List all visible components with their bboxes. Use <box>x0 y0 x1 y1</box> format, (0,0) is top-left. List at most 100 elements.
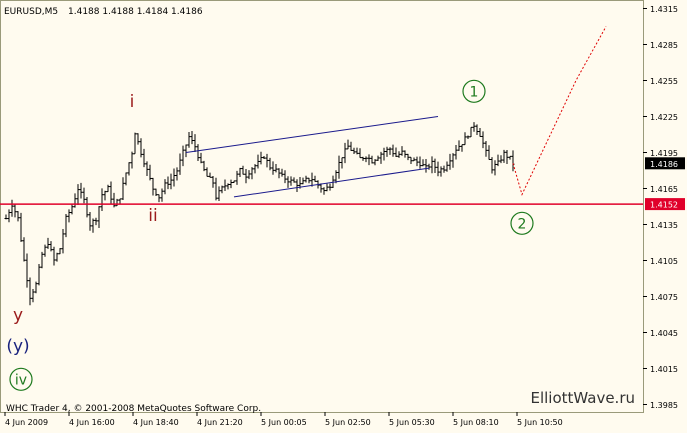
price-bar <box>49 241 53 252</box>
price-bar <box>229 179 233 189</box>
price-bar <box>91 218 95 233</box>
price-bar <box>268 157 272 171</box>
price-bar <box>97 206 101 228</box>
price-bar <box>271 161 275 175</box>
price-bar <box>379 151 383 164</box>
price-bar <box>397 151 401 158</box>
price-bar <box>85 196 89 218</box>
price-bar <box>70 203 74 215</box>
price-bar <box>340 157 344 169</box>
price-bar <box>394 147 398 158</box>
price-bar <box>160 188 164 202</box>
price-tick-label: 1.4015 <box>650 365 678 374</box>
price-bar <box>199 152 203 164</box>
price-bar <box>499 155 503 164</box>
price-bar <box>208 172 212 178</box>
price-bar <box>442 165 446 173</box>
price-bar <box>505 150 509 164</box>
price-bar <box>292 177 296 183</box>
time-tick-label: 4 Jun 2009 <box>5 418 48 427</box>
price-bar <box>169 173 173 190</box>
price-bar <box>466 135 470 140</box>
price-bar <box>139 138 143 158</box>
price-bar <box>142 148 146 168</box>
price-bar <box>205 167 209 177</box>
price-bar <box>295 179 299 193</box>
price-tick-label: 1.4045 <box>650 329 678 338</box>
price-bar <box>334 170 338 184</box>
price-bar <box>496 154 500 167</box>
price-bar <box>124 172 128 186</box>
wave-label-circled: 1 <box>462 79 486 103</box>
price-bar <box>349 141 353 151</box>
symbol-title: EURUSD,M5 <box>4 7 58 17</box>
price-bar <box>484 141 488 157</box>
price-bar <box>232 180 236 183</box>
price-bar <box>439 166 443 177</box>
price-bar <box>307 177 311 184</box>
price-bar <box>184 144 188 158</box>
price-bar <box>469 126 473 138</box>
time-tick-label: 4 Jun 21:20 <box>197 418 243 427</box>
price-bar <box>79 182 83 199</box>
price-bar <box>52 246 56 266</box>
price-bar <box>10 199 14 217</box>
price-bar <box>322 187 326 195</box>
price-bar <box>187 131 191 148</box>
price-tick-label: 1.4195 <box>650 149 678 158</box>
price-bar <box>412 157 416 162</box>
price-bar <box>175 167 179 181</box>
watermark-text: ElliottWave.ru <box>530 389 635 407</box>
price-bar <box>190 131 194 145</box>
price-tick-label: 1.4285 <box>650 41 678 50</box>
price-bar <box>181 145 185 167</box>
price-bar <box>76 184 80 205</box>
price-bar <box>337 155 341 179</box>
time-tick-label: 4 Jun 16:00 <box>69 418 115 427</box>
price-bar <box>106 184 110 193</box>
price-bar <box>313 175 317 182</box>
price-bar <box>490 157 494 174</box>
price-bar <box>172 168 176 187</box>
price-bar <box>4 214 8 220</box>
time-tick-label: 5 Jun 00:05 <box>261 418 307 427</box>
price-bar <box>31 288 35 303</box>
price-bar <box>388 147 392 155</box>
price-bar <box>145 161 149 177</box>
price-axis: 1.4315 1.4285 1.4255 1.4225 1.4195 1.4165 1.41… <box>643 5 685 410</box>
price-bar <box>133 132 137 155</box>
price-bar <box>508 155 512 160</box>
price-bar <box>238 167 242 178</box>
price-bar <box>406 153 410 161</box>
price-bar <box>301 177 305 185</box>
wave-label: ii <box>148 206 157 226</box>
chart-overlays <box>0 26 643 205</box>
price-bar <box>211 175 215 188</box>
price-bar <box>433 158 437 174</box>
price-bar <box>319 183 323 193</box>
price-bar <box>463 132 467 146</box>
price-bar <box>358 148 362 159</box>
price-bar <box>451 153 455 168</box>
price-bar <box>274 164 278 173</box>
price-bar <box>34 281 38 294</box>
price-bar <box>487 145 491 161</box>
price-bar <box>214 177 218 201</box>
channel-lower-line[interactable] <box>233 167 430 198</box>
price-bar <box>130 151 134 169</box>
channel-upper-line[interactable] <box>185 116 439 153</box>
price-bar <box>61 229 65 254</box>
ohlc-readout: 1.4188 1.4188 1.4184 1.4186 <box>68 7 203 17</box>
price-bar <box>361 156 365 161</box>
price-bar <box>304 175 308 183</box>
wave-label-circled: iv <box>9 367 33 391</box>
price-bar <box>94 217 98 226</box>
price-bar <box>43 244 47 257</box>
price-bar <box>364 156 368 163</box>
price-bar <box>217 186 221 202</box>
time-tick-label: 4 Jun 18:40 <box>133 418 179 427</box>
price-bar <box>13 204 17 218</box>
price-bar <box>436 161 440 177</box>
wave-label: i <box>130 92 135 112</box>
